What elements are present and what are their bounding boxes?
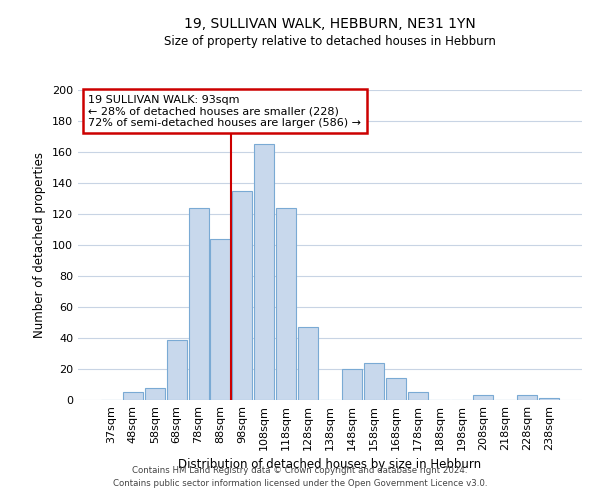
Bar [211, 239, 230, 400]
Bar [298, 327, 318, 400]
Bar [407, 392, 428, 400]
Text: 19 SULLIVAN WALK: 93sqm
← 28% of detached houses are smaller (228)
72% of semi-d: 19 SULLIVAN WALK: 93sqm ← 28% of detache… [88, 94, 361, 128]
Bar [232, 190, 253, 400]
Bar [276, 208, 296, 400]
Bar [123, 392, 143, 400]
Bar [386, 378, 406, 400]
Bar [167, 340, 187, 400]
Bar [364, 363, 384, 400]
Text: 19, SULLIVAN WALK, HEBBURN, NE31 1YN: 19, SULLIVAN WALK, HEBBURN, NE31 1YN [184, 18, 476, 32]
Bar [145, 388, 165, 400]
X-axis label: Distribution of detached houses by size in Hebburn: Distribution of detached houses by size … [178, 458, 482, 471]
Y-axis label: Number of detached properties: Number of detached properties [34, 152, 46, 338]
Bar [539, 398, 559, 400]
Bar [188, 208, 209, 400]
Text: Contains HM Land Registry data © Crown copyright and database right 2024.
Contai: Contains HM Land Registry data © Crown c… [113, 466, 487, 487]
Bar [342, 369, 362, 400]
Bar [517, 396, 537, 400]
Bar [254, 144, 274, 400]
Bar [473, 396, 493, 400]
Text: Size of property relative to detached houses in Hebburn: Size of property relative to detached ho… [164, 35, 496, 48]
